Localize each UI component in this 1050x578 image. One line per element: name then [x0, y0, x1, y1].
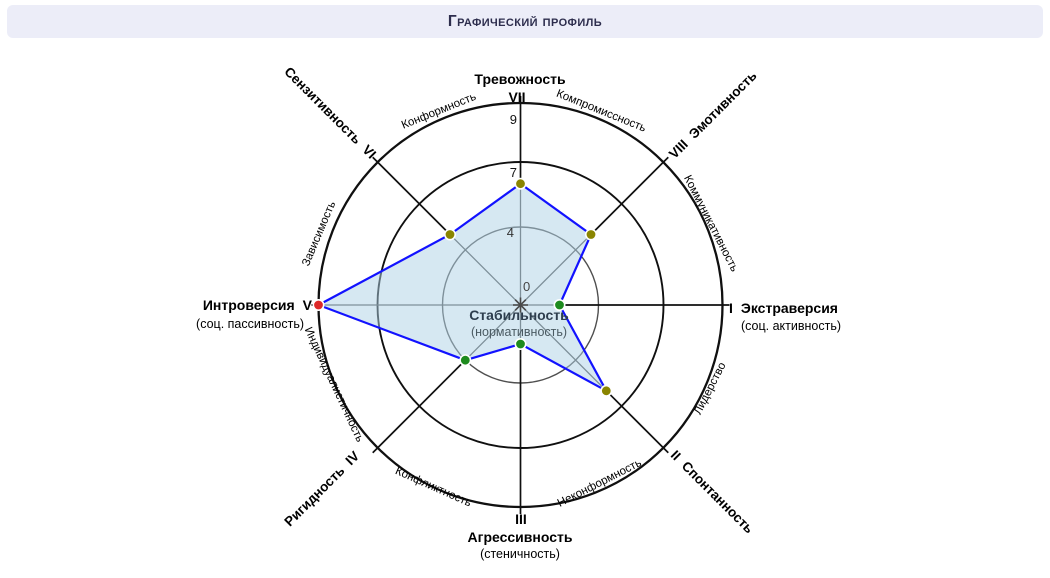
- scale-tick-0: 0: [523, 279, 530, 294]
- axis-label-II: IIСпонтанность: [668, 447, 757, 536]
- center-marker: [513, 297, 528, 313]
- axis-line-outer-VI: [372, 156, 451, 236]
- page-title: Графический профиль: [447, 12, 603, 30]
- axis-label-III-numeral: III: [515, 511, 527, 527]
- data-point-I: [553, 298, 566, 311]
- axis-label-I: I Экстраверсия: [729, 300, 838, 316]
- data-point-IV: [459, 354, 472, 367]
- axis-label-IV: РигидностьIV: [281, 448, 362, 529]
- data-point-V: [312, 298, 325, 311]
- sector-label-leadership: Лидерство: [692, 361, 729, 417]
- data-point-II: [600, 384, 613, 397]
- axis-label-VII-name: Тревожность: [474, 71, 566, 87]
- axis-label-V: Интроверсия V: [203, 297, 313, 313]
- center-label: Стабильность: [469, 307, 569, 323]
- scale-tick-9: 9: [510, 112, 517, 127]
- data-point-VII: [514, 177, 527, 190]
- header-bar: Графический профиль: [7, 5, 1043, 38]
- data-point-VIII: [584, 228, 597, 241]
- profile-polygon-fill: [318, 183, 607, 391]
- axis-line-outer-VIII: [590, 156, 669, 236]
- axis-sublabel-III: (стеничность): [480, 547, 560, 561]
- data-point-III: [514, 337, 527, 350]
- data-point-VI: [443, 228, 456, 241]
- sector-label-compromise: Компромиссность: [555, 88, 648, 135]
- axis-label-VI: СензитивностьVI: [281, 64, 379, 162]
- axis-line-outer-IV: [372, 359, 466, 454]
- axis-sublabel-V: (соц. пассивность): [196, 317, 304, 331]
- sector-label-nonconformity: Неконформность: [556, 457, 644, 510]
- center-sublabel: (нормативность): [471, 325, 567, 339]
- axis-label-III-name: Агрессивность: [468, 529, 573, 545]
- axis-label-VII-numeral: VII: [508, 89, 525, 105]
- sector-label-communicativeness: Коммуникативность: [681, 173, 740, 273]
- sector-label-conflictness: Конфликтность: [393, 465, 473, 509]
- sector-label-individualism: Индивидуалистичность: [302, 325, 366, 444]
- axis-label-VIII: VIIIЭмотивность: [666, 68, 760, 162]
- axis-line-outer-II: [605, 390, 669, 454]
- scale-tick-4: 4: [507, 225, 514, 240]
- axis-sublabel-I: (соц. активность): [741, 319, 841, 333]
- scale-tick-7: 7: [510, 165, 517, 180]
